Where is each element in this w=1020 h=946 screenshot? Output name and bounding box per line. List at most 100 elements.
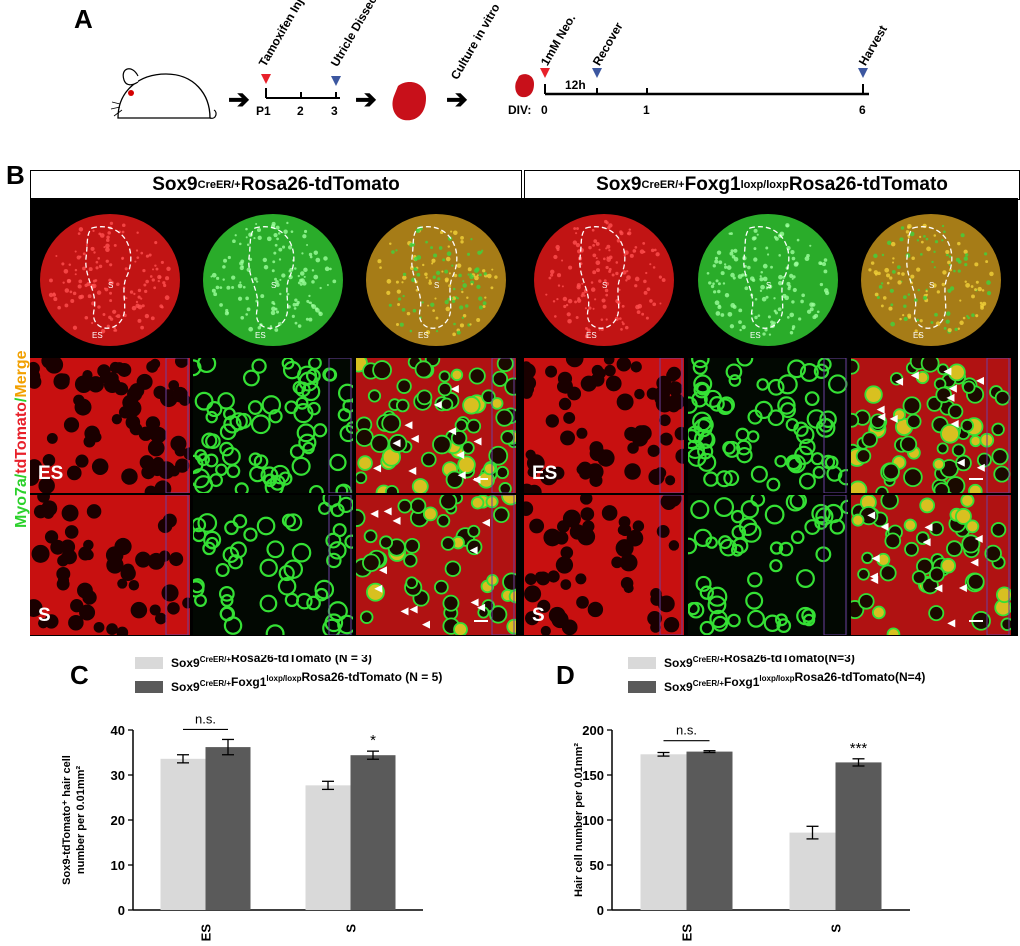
- panel-letter-d: D: [556, 660, 575, 690]
- culture-label: Culture in vitro: [447, 1, 503, 83]
- interval-label: 12h: [565, 78, 586, 92]
- micrograph-tile: [851, 495, 1011, 635]
- harvest-marker-icon: [858, 68, 868, 78]
- neo-marker-icon: [540, 68, 550, 78]
- y-tick-label: 200: [582, 723, 604, 738]
- micrograph-tile: S ES: [851, 198, 1011, 356]
- micrograph-tile: S ES: [193, 198, 353, 356]
- svg-text:ES: ES: [38, 463, 63, 484]
- micrograph-tile: [356, 495, 516, 635]
- y-axis-label-2: number per 0.01mm²: [75, 766, 87, 875]
- bar: [835, 762, 882, 910]
- x-tick-label: ES: [199, 924, 214, 942]
- x-tick-label: S: [344, 924, 359, 933]
- svg-text:S: S: [602, 281, 607, 290]
- micrograph-tile: S ES: [356, 198, 516, 356]
- svg-text:ES: ES: [750, 331, 761, 340]
- significance-annotation: ***: [850, 740, 868, 757]
- legend-label: Sox9CreER/+Rosa26-tdTomato(N=3): [664, 655, 855, 670]
- y-tick-label: 30: [111, 768, 125, 783]
- div-label: DIV:: [508, 103, 532, 117]
- timeline-b: [540, 68, 869, 96]
- y-tick-label: 10: [111, 858, 125, 873]
- bar: [350, 755, 396, 910]
- bar: [640, 754, 687, 910]
- legend-swatch: [628, 657, 656, 669]
- legend-swatch: [135, 681, 163, 693]
- image-gallery: S ES S ES S ES S ES S ES S ES ES ES S S: [30, 198, 1018, 636]
- y-axis-label: Hair cell number per 0.01mm²: [573, 743, 585, 897]
- micrograph-tile: S ES: [30, 198, 190, 356]
- bar: [789, 832, 836, 910]
- svg-text:ES: ES: [255, 331, 266, 340]
- svg-text:S: S: [766, 281, 771, 290]
- svg-text:S: S: [532, 605, 545, 626]
- micrograph-tile: [193, 495, 353, 635]
- y-tick-label: 40: [111, 723, 125, 738]
- x-tick-label: S: [829, 924, 844, 933]
- micrograph-tile: S ES: [524, 198, 684, 356]
- div-day-6: 6: [859, 103, 866, 117]
- timeline-a: [261, 74, 341, 99]
- mouse-illustration: [110, 68, 217, 119]
- svg-text:S: S: [38, 605, 51, 626]
- channel-label: Myo7a/tdTomato/Merge: [13, 350, 30, 528]
- legend-label: Sox9CreER/+Foxg1loxp/loxpRosa26-tdTomato…: [664, 670, 925, 694]
- y-tick-label: 0: [597, 903, 604, 918]
- day-label-2: 2: [297, 104, 304, 118]
- svg-text:ES: ES: [92, 331, 103, 340]
- ns-annotation: n.s.: [195, 711, 216, 726]
- day-label-3: 3: [331, 104, 338, 118]
- y-tick-label: 0: [118, 903, 125, 918]
- micrograph-tile: [356, 358, 516, 493]
- legend-label: Sox9CreER/+Foxg1loxp/loxpRosa26-tdTomato…: [171, 670, 442, 694]
- utricle-small-icon: [515, 74, 534, 98]
- y-tick-label: 20: [111, 813, 125, 828]
- injection-marker-icon: [261, 74, 271, 84]
- bar: [160, 758, 206, 910]
- chart-c: Sox9CreER/+Rosa26-tdTomato (N = 3)Sox9Cr…: [61, 655, 442, 942]
- bar: [686, 751, 733, 910]
- event-dissection: Utricle Dissection: [327, 0, 391, 70]
- div-day-1: 1: [643, 103, 650, 117]
- legend-label: Sox9CreER/+Rosa26-tdTomato (N = 3): [171, 655, 372, 670]
- micrograph-tile: [193, 358, 353, 493]
- svg-text:S: S: [434, 281, 439, 290]
- x-tick-label: ES: [680, 924, 695, 942]
- dissection-marker-icon: [331, 76, 341, 86]
- y-tick-label: 150: [582, 768, 604, 783]
- bar: [205, 747, 251, 910]
- y-tick-label: 50: [590, 858, 604, 873]
- micrograph-tile: ES: [524, 358, 684, 493]
- svg-text:ES: ES: [532, 463, 557, 484]
- chart-d: Sox9CreER/+Rosa26-tdTomato(N=3)Sox9CreER…: [573, 655, 925, 942]
- legend-swatch: [135, 657, 163, 669]
- svg-text:ES: ES: [418, 331, 429, 340]
- svg-text:Myo7a/tdTomato/Merge: Myo7a/tdTomato/Merge: [13, 350, 30, 528]
- legend-swatch: [628, 681, 656, 693]
- panel-letter-b: B: [6, 160, 25, 190]
- group-title-control: Sox9 CreER/+ Rosa26-tdTomato: [30, 170, 522, 200]
- group-title-cko: Sox9 CreER/+ Foxg1 loxp/loxp Rosa26-tdTomat…: [524, 170, 1020, 200]
- recover-marker-icon: [592, 68, 602, 78]
- y-tick-label: 100: [582, 813, 604, 828]
- div-day-0: 0: [541, 103, 548, 117]
- svg-text:ES: ES: [586, 331, 597, 340]
- micrograph-tile: S: [524, 495, 684, 635]
- svg-text:S: S: [929, 281, 934, 290]
- y-axis-label: Sox9-tdTomato⁺ hair cell: [61, 755, 73, 885]
- event-tamoxifen: Tamoxifen Injection: [255, 0, 324, 70]
- svg-text:S: S: [108, 281, 113, 290]
- svg-text:ES: ES: [913, 331, 924, 340]
- panel-letter-a: A: [74, 4, 93, 34]
- panel-letter-c: C: [70, 660, 89, 690]
- micrograph-tile: ES: [30, 358, 190, 493]
- micrograph-tile: S ES: [688, 198, 848, 356]
- ns-annotation: n.s.: [676, 723, 697, 738]
- micrograph-tile: [688, 495, 848, 635]
- micrograph-tile: [688, 358, 848, 493]
- day-label-p1: P1: [256, 104, 271, 118]
- bar: [305, 785, 351, 910]
- svg-text:S: S: [271, 281, 276, 290]
- micrograph-tile: S: [30, 495, 190, 635]
